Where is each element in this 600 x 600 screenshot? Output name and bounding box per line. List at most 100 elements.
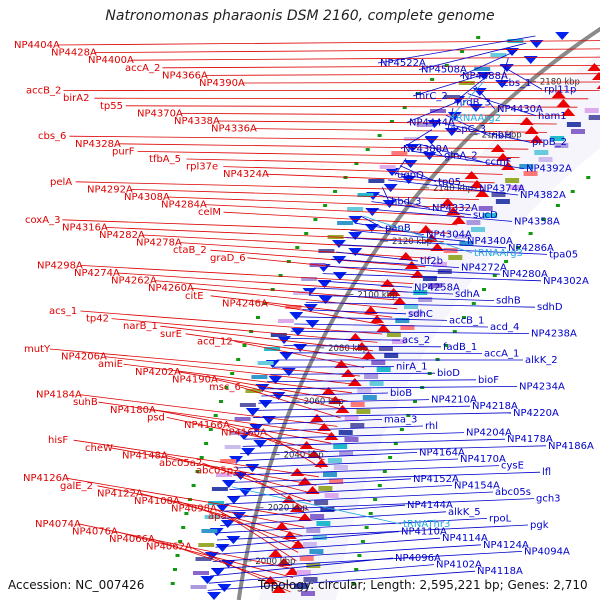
position-tick-label: 2000 kbp	[255, 557, 295, 567]
leader-line-left	[142, 234, 438, 251]
leader-line-left	[186, 158, 511, 167]
gene-label-left: galE_2	[60, 481, 93, 492]
reverse-gene-arrow	[505, 48, 520, 56]
reverse-gene-arrow	[238, 488, 253, 496]
functional-class-block	[369, 381, 384, 386]
reverse-gene-arrow	[226, 496, 241, 504]
functional-class-block	[392, 339, 407, 344]
gene-label-right: ham1	[538, 111, 567, 122]
gene-label-right: pgk	[530, 520, 549, 531]
gene-label-left: NP4370A	[137, 108, 183, 119]
leader-line-left	[98, 401, 335, 436]
gene-label-left: NP4308A	[124, 192, 170, 203]
functional-class-block	[403, 137, 420, 141]
leader-line-right	[412, 71, 492, 97]
gene-label-left: NP4284A	[161, 200, 207, 211]
green-dash-mark	[492, 274, 497, 277]
green-dash-mark	[482, 288, 486, 291]
functional-class-block	[301, 277, 318, 281]
reverse-gene-arrow	[348, 232, 363, 240]
gene-label-left: tp42	[86, 314, 109, 325]
gene-label-right: rhl	[425, 421, 438, 432]
functional-class-block	[430, 109, 446, 113]
green-dash-mark	[570, 190, 575, 193]
green-dash-mark	[323, 204, 328, 207]
green-dash-mark	[224, 386, 229, 389]
green-dash-mark	[555, 204, 560, 207]
green-dash-mark	[462, 316, 466, 319]
functional-class-block	[350, 423, 365, 428]
functional-class-block	[257, 361, 274, 365]
leader-line-right	[438, 122, 531, 143]
leader-line-left	[210, 295, 393, 318]
green-dash-mark	[373, 498, 378, 501]
gene-label-right: tif2b	[420, 256, 443, 267]
leader-line-left	[239, 470, 309, 511]
forward-gene-arrow	[551, 90, 566, 98]
gene-label-left: NP4166A	[184, 420, 230, 431]
position-tick-label: 2160 kbp	[482, 131, 522, 141]
leader-line-left	[125, 105, 578, 108]
gene-label-right: NP4430A	[497, 104, 543, 115]
leader-line-left	[178, 371, 349, 402]
leader-line-right	[252, 412, 512, 418]
leader-line-right	[270, 372, 436, 375]
functional-class-block	[350, 402, 365, 407]
green-dash-mark	[178, 540, 183, 543]
functional-class-block	[433, 262, 447, 267]
reverse-gene-arrow	[383, 184, 398, 192]
leader-line-left	[202, 462, 312, 503]
gene-label-left: acd_12	[197, 336, 233, 347]
functional-class-block	[234, 417, 251, 421]
gene-label-left: NP4062A	[146, 542, 192, 553]
green-dash-mark	[219, 400, 223, 403]
functional-class-block	[344, 416, 359, 421]
gene-label-right: rpoL	[489, 513, 512, 524]
leader-line-right	[280, 352, 483, 354]
reverse-gene-arrow	[444, 128, 459, 136]
reverse-gene-arrow	[245, 408, 260, 416]
gene-label-right: nrdB_3	[456, 98, 491, 109]
gene-label-left: NP4108A	[134, 496, 180, 507]
green-dash-mark	[230, 372, 235, 375]
functional-class-block	[229, 431, 246, 435]
forward-gene-arrow	[464, 171, 479, 179]
gene-label-left: NP4066A	[109, 534, 155, 545]
gene-label-right: accA_1	[484, 348, 519, 359]
gene-label-left: abc05p2	[196, 466, 239, 477]
forward-gene-arrow	[404, 261, 419, 269]
gene-label-left: NP4074A	[35, 519, 81, 530]
leader-line-right	[225, 491, 494, 505]
gene-label-right: NP4114A	[442, 533, 488, 544]
green-dash-mark	[528, 232, 533, 235]
leader-line-left	[204, 204, 465, 217]
functional-class-block	[294, 584, 309, 589]
genome-backbone-arc	[236, 26, 600, 600]
gene-label-right: abc05s	[495, 487, 531, 498]
gene-label-right: NP4280A	[502, 269, 548, 280]
green-dash-mark	[304, 232, 309, 235]
forward-gene-arrow	[440, 198, 455, 206]
gene-label-left: abc05a2	[159, 458, 202, 469]
gene-label-left: cbs_6	[38, 131, 66, 142]
leader-line-right	[211, 551, 523, 570]
gene-label-left: NP4148A	[122, 450, 168, 461]
functional-class-block	[316, 521, 331, 526]
gene-label-right: nirA_1	[396, 362, 427, 373]
leader-line-right	[235, 458, 459, 469]
green-dash-mark	[586, 176, 591, 179]
gene-label-left: suhB	[73, 397, 98, 408]
forward-gene-arrow	[268, 549, 283, 557]
forward-gene-arrow	[334, 360, 349, 368]
functional-class-block	[422, 276, 437, 281]
functional-class-block	[444, 95, 461, 99]
gene-label-left: NP4184A	[36, 390, 82, 401]
reverse-gene-arrow	[427, 120, 442, 128]
reverse-gene-arrow	[348, 216, 363, 224]
gene-label-right: NP4220A	[513, 408, 559, 419]
gene-label-right: NP4508A	[421, 65, 467, 76]
gene-label-right: NP4110A	[401, 527, 447, 538]
leader-line-right	[227, 485, 453, 498]
green-dash-mark	[399, 428, 404, 431]
